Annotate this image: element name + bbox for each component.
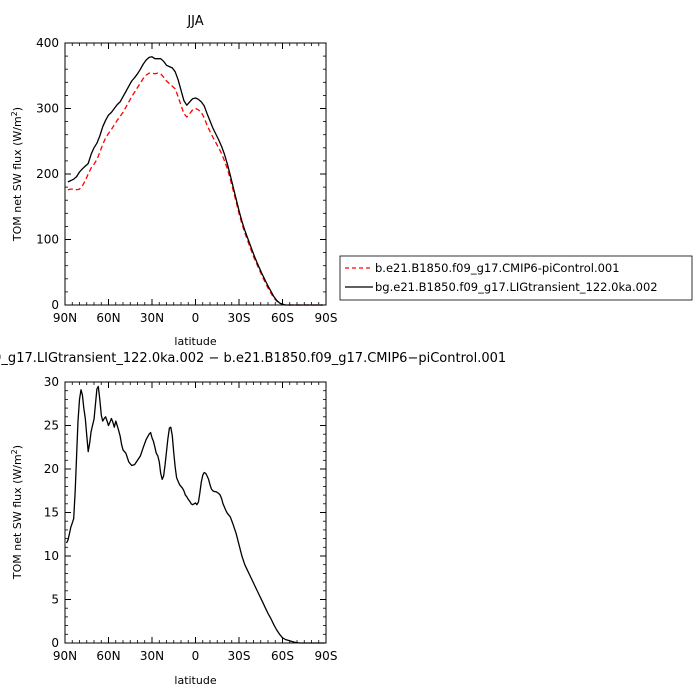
bottom-plot-lines [65,385,325,644]
bottom-x-tick-label: 0 [192,649,200,663]
top-plot-frame [64,42,327,306]
bottom-plot-frame [64,381,327,644]
bottom-panel: bg.e21.B1850.f09_g17.LIGtransient_122.0k… [0,351,506,687]
top-y-tick-label: 300 [36,102,59,116]
bottom-x-tick-label: 30N [140,649,164,663]
top-series-line-0 [67,72,324,306]
bottom-chart-title: bg.e21.B1850.f09_g17.LIGtransient_122.0k… [0,351,506,366]
top-y-tick-label: 400 [36,36,59,50]
top-x-tick-label: 90N [53,311,77,325]
bottom-y-tick-label: 10 [44,549,59,563]
top-x-axis-title: latitude [174,335,216,348]
bottom-x-tick-label: 30S [228,649,251,663]
bottom-y-axis-title: TOM net SW flux (W/m2) [10,445,24,580]
legend-label-ligtransient: bg.e21.B1850.f09_g17.LIGtransient_122.0k… [375,280,658,294]
legend-label-picontrol: b.e21.B1850.f09_g17.CMIP6-piControl.001 [375,261,620,275]
bottom-y-tick-label: 20 [44,462,59,476]
top-x-tick-label: 30S [228,311,251,325]
top-plot-lines [67,56,324,306]
top-x-tick-label: 30N [140,311,164,325]
bottom-axis-ticks: 90N 60N 30N 0 30S 60S 90S 0 5 10 15 20 25 30 [44,375,338,663]
bottom-y-tick-label: 0 [51,636,59,650]
top-x-tick-label: 60N [96,311,120,325]
bottom-x-axis-title: latitude [174,674,216,687]
legend-box [339,255,693,301]
top-x-tick-label: 0 [192,311,200,325]
top-chart-title: JJA [186,14,203,29]
top-panel: JJA 90N 60N 30N 0 30S 60S 90S 0 100 200 300 400 lat… [10,14,337,348]
top-y-axis-title: TOM net SW flux (W/m2) [10,107,24,242]
bottom-x-tick-label: 90N [53,649,77,663]
bottom-y-tick-label: 30 [44,375,59,389]
bottom-y-tick-label: 15 [44,506,59,520]
top-y-tick-label: 100 [36,233,59,247]
top-x-tick-label: 90S [315,311,338,325]
bottom-series-line-0 [65,385,325,644]
bottom-x-tick-label: 60N [96,649,120,663]
bottom-y-tick-label: 5 [51,593,59,607]
top-legend: b.e21.B1850.f09_g17.CMIP6-piControl.001 … [339,255,693,301]
bottom-y-tick-label: 25 [44,419,59,433]
top-y-tick-label: 200 [36,167,59,181]
bottom-x-tick-label: 90S [315,649,338,663]
top-axis-ticks: 90N 60N 30N 0 30S 60S 90S 0 100 200 300 400 [36,36,337,325]
top-series-line-1 [67,56,324,306]
bottom-x-tick-label: 60S [271,649,294,663]
top-y-tick-label: 0 [51,298,59,312]
top-x-tick-label: 60S [271,311,294,325]
